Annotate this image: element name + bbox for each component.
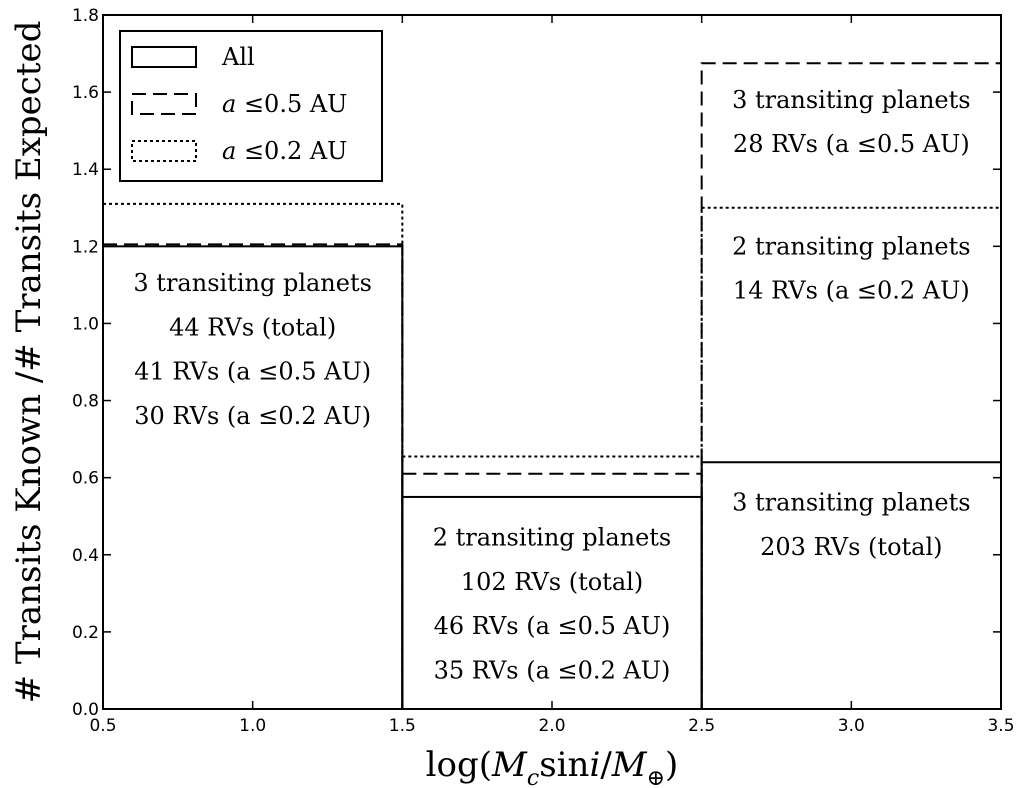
legend-label: a ≤0.2 AU <box>222 137 347 165</box>
legend-box <box>119 30 383 182</box>
annotation: 203 RVs (total) <box>760 533 942 561</box>
legend-label: a ≤0.5 AU <box>222 90 347 118</box>
y-tick-label: 0.0 <box>72 700 99 720</box>
annotation: 3 transiting planets <box>732 86 971 114</box>
ticks-layer: 0.5 1.0 1.5 2.0 2.5 3.0 3.5 0.0 0.2 0.4 0.6 0.8 1.0 1… <box>72 6 1015 736</box>
annotation: 46 RVs (a ≤0.5 AU) <box>434 612 671 640</box>
y-tick-label: 1.2 <box>72 237 99 257</box>
x-tick-label: 1.0 <box>239 716 266 736</box>
annotation: 41 RVs (a ≤0.5 AU) <box>134 358 371 386</box>
legend-label: All <box>221 43 255 71</box>
y-tick-label: 1.0 <box>72 314 99 334</box>
y-tick-label: 0.6 <box>72 469 99 489</box>
x-axis-title-part: log( <box>426 745 492 785</box>
legend: All a ≤0.5 AU a ≤0.2 AU <box>119 30 383 182</box>
x-tick-label: 2.5 <box>688 716 715 736</box>
annotation: 28 RVs (a ≤0.5 AU) <box>733 130 970 158</box>
x-axis-title-part: M <box>491 745 528 785</box>
x-tick-label: 1.5 <box>389 716 416 736</box>
y-tick-label: 1.4 <box>72 160 99 180</box>
annotation: 3 transiting planets <box>133 269 372 297</box>
x-tick-label: 3.0 <box>838 716 865 736</box>
legend-swatch-dashed <box>131 93 197 115</box>
annotation: 3 transiting planets <box>732 489 971 517</box>
x-tick-label: 2.0 <box>538 716 565 736</box>
x-tick-label: 3.5 <box>987 716 1014 736</box>
y-axis-title: # Transits Known /# Transits Expected <box>9 21 49 704</box>
y-tick-label: 0.2 <box>72 623 99 643</box>
x-axis-title-part: ) <box>665 745 678 785</box>
x-axis-title-part: c <box>527 766 539 788</box>
annotations-layer: 3 transiting planets 44 RVs (total) 41 RVs… <box>133 86 970 685</box>
annotation: 44 RVs (total) <box>169 313 336 341</box>
y-tick-label: 1.8 <box>72 6 99 26</box>
x-axis-title-part: ⊕ <box>647 766 665 788</box>
annotation: 14 RVs (a ≤0.2 AU) <box>733 277 970 305</box>
y-tick-label: 0.8 <box>72 392 99 412</box>
y-tick-label: 0.4 <box>72 546 99 566</box>
legend-swatch-solid <box>131 46 197 68</box>
x-axis-title: log(Mcsini/M⊕) <box>426 745 679 788</box>
annotation: 30 RVs (a ≤0.2 AU) <box>134 402 371 430</box>
x-axis-title-part: i <box>589 745 600 785</box>
x-axis-title-part: M <box>611 745 648 785</box>
x-tick-label: 0.5 <box>89 716 116 736</box>
annotation: 2 transiting planets <box>732 232 971 260</box>
x-axis-title-part: / <box>600 745 612 785</box>
annotation: 35 RVs (a ≤0.2 AU) <box>434 656 671 684</box>
legend-swatch-dotted <box>131 140 197 162</box>
x-axis-title-part: sin <box>539 745 589 785</box>
y-tick-label: 1.6 <box>72 83 99 103</box>
annotation: 2 transiting planets <box>433 523 672 551</box>
annotation: 102 RVs (total) <box>461 568 643 596</box>
bar-series-2-bin-3 <box>700 62 1003 710</box>
